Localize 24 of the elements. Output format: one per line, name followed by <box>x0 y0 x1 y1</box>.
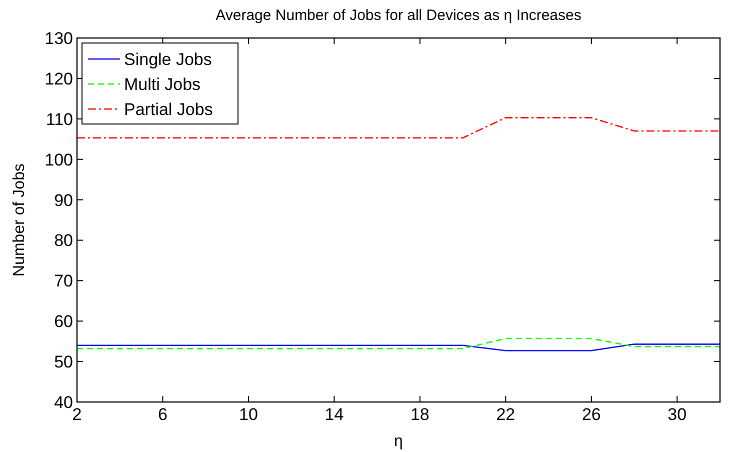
y-tick-label: 90 <box>54 190 73 210</box>
y-tick-label: 40 <box>54 393 73 412</box>
y-tick-label: 110 <box>46 110 73 129</box>
x-tick-label: 26 <box>582 405 601 424</box>
y-tick-label: 60 <box>54 312 73 332</box>
x-tick-label: 6 <box>158 405 168 424</box>
y-tick-label: 100 <box>44 150 73 170</box>
legend-label: Multi Jobs <box>124 75 201 94</box>
x-tick-label: 10 <box>239 405 258 424</box>
y-tick-label: 80 <box>54 231 73 250</box>
y-axis-title: Number of Jobs <box>11 164 28 276</box>
x-tick-label: 18 <box>410 405 430 424</box>
legend-label: Partial Jobs <box>124 100 213 119</box>
y-tick-label: 70 <box>54 272 73 291</box>
y-tick-label: 50 <box>54 352 73 372</box>
x-tick-label: 30 <box>668 405 687 424</box>
y-tick-label: 120 <box>44 69 73 88</box>
x-axis-title: η <box>394 433 403 450</box>
chart-title: Average Number of Jobs for all Devices as η Increases <box>216 7 582 24</box>
y-tick-label: 130 <box>44 29 73 48</box>
legend-label: Single Jobs <box>124 50 212 69</box>
x-tick-label: 22 <box>496 405 516 424</box>
x-tick-label: 2 <box>72 405 82 424</box>
x-tick-label: 14 <box>324 405 344 424</box>
